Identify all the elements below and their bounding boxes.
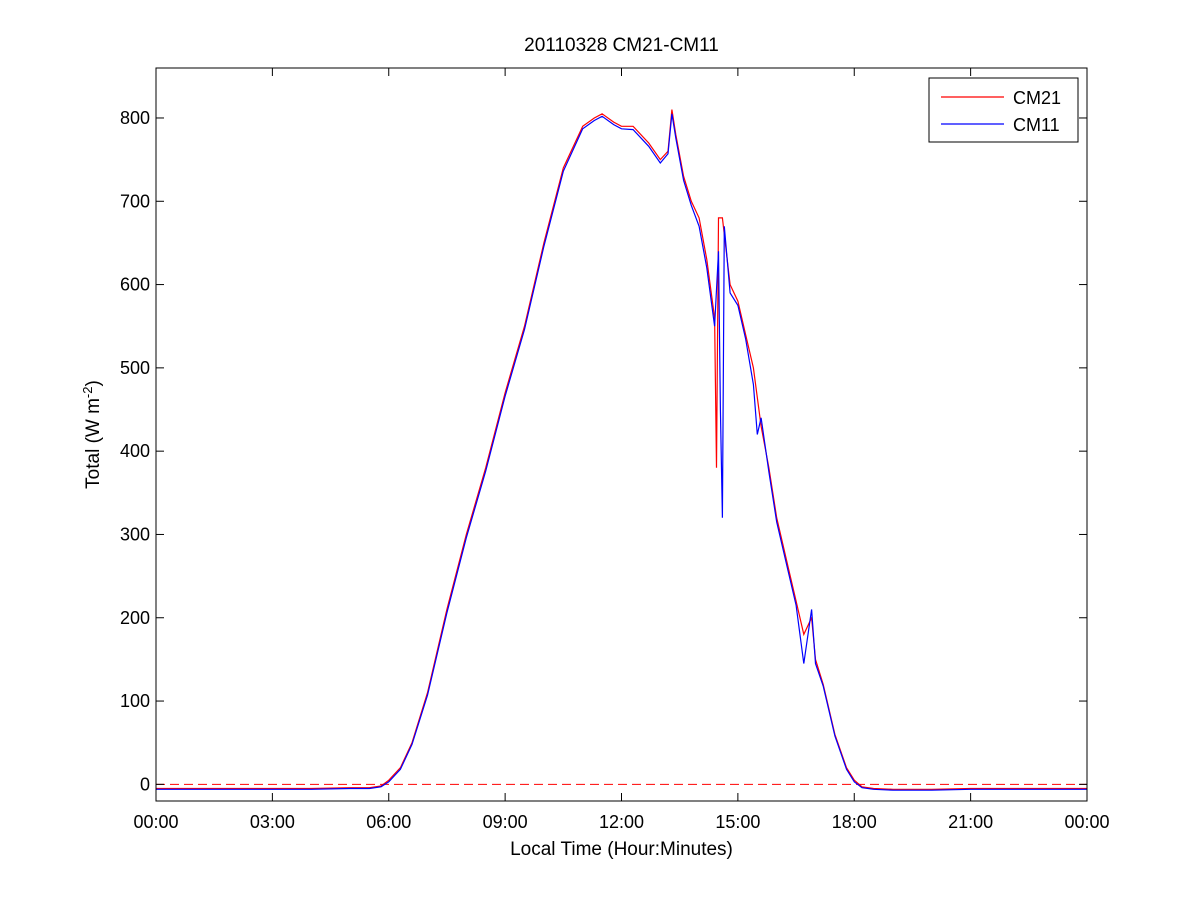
y-tick-label: 400 xyxy=(120,441,150,461)
legend: CM21 CM11 xyxy=(928,77,1079,143)
y-axis-title-close: ) xyxy=(83,380,104,386)
x-tick-label: 18:00 xyxy=(832,812,877,832)
y-tick-label: 800 xyxy=(120,108,150,128)
x-tick-label: 00:00 xyxy=(1064,812,1109,832)
y-tick-label: 500 xyxy=(120,358,150,378)
legend-label-cm11: CM11 xyxy=(1013,115,1060,135)
x-tick-label: 09:00 xyxy=(483,812,528,832)
x-tick-label: 12:00 xyxy=(599,812,644,832)
y-tick-label: 100 xyxy=(120,691,150,711)
y-tick-label: 600 xyxy=(120,275,150,295)
chart-title: 20110328 CM21-CM11 xyxy=(524,35,719,56)
legend-label-cm21: CM21 xyxy=(1013,88,1061,108)
x-tick-label: 03:00 xyxy=(250,812,295,832)
y-axis-title-main: Total (W m xyxy=(83,398,104,489)
plot-area xyxy=(156,68,1087,801)
y-tick-label: 300 xyxy=(120,524,150,544)
y-axis-title-exponent: -2 xyxy=(80,386,95,398)
x-tick-label: 06:00 xyxy=(366,812,411,832)
y-tick-label: 0 xyxy=(140,774,150,794)
x-axis-title: Local Time (Hour:Minutes) xyxy=(510,839,733,860)
legend-box xyxy=(928,77,1079,143)
y-tick-label: 700 xyxy=(120,191,150,211)
series-line-cm11 xyxy=(156,113,1087,791)
y-tick-label: 200 xyxy=(120,608,150,628)
x-tick-label: 00:00 xyxy=(133,812,178,832)
x-tick-label: 15:00 xyxy=(715,812,760,832)
x-tick-label: 21:00 xyxy=(948,812,993,832)
y-axis-title: Total (W m-2) xyxy=(80,380,104,489)
